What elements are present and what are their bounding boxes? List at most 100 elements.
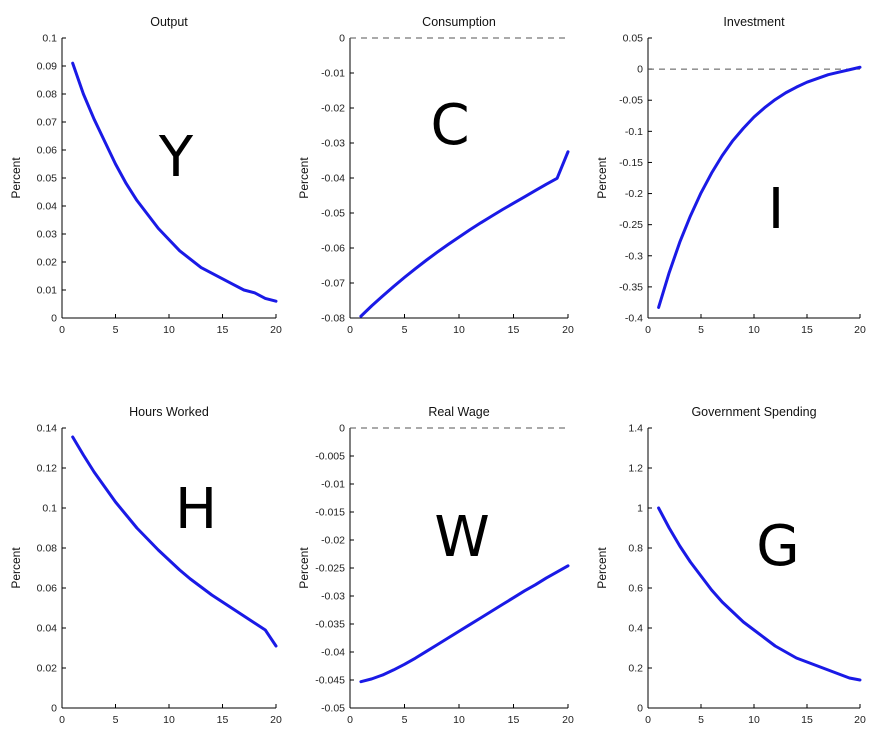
x-tick-label: 0	[59, 714, 65, 726]
variable-letter-annotation: I	[768, 177, 785, 242]
x-tick-label: 5	[402, 714, 408, 726]
y-tick-label: 0.03	[37, 229, 58, 241]
y-tick-label: -0.2	[625, 188, 643, 200]
variable-letter-annotation: H	[175, 477, 217, 542]
y-tick-label: -0.07	[321, 278, 345, 290]
y-tick-label: 0.02	[37, 257, 58, 269]
y-tick-label: 0	[51, 313, 57, 325]
x-tick-label: 15	[217, 714, 229, 726]
x-tick-label: 10	[453, 324, 465, 336]
y-tick-label: 0.04	[37, 201, 58, 213]
y-tick-label: 0.1	[42, 33, 57, 45]
x-tick-label: 5	[698, 714, 704, 726]
series-line	[71, 61, 278, 303]
chart-panel: 0 5 10 15 20 -0.05 -0.045 -0.04 -0.035 -0.03 -0.02…	[297, 405, 574, 726]
x-tick-label: 20	[854, 714, 866, 726]
y-tick-label: 0	[339, 33, 345, 45]
y-tick-label: 0.06	[37, 145, 58, 157]
y-tick-label: 0.04	[37, 623, 58, 635]
y-tick-label: -0.06	[321, 243, 345, 255]
y-tick-label: 0	[339, 423, 345, 435]
y-tick-label: -0.3	[625, 250, 643, 262]
x-tick-label: 15	[508, 714, 520, 726]
chart-title: Hours Worked	[129, 405, 209, 419]
x-tick-label: 20	[270, 714, 282, 726]
y-tick-label: -0.04	[321, 647, 345, 659]
y-tick-label: 0.2	[628, 663, 643, 675]
y-tick-label: 0.07	[37, 117, 58, 129]
y-tick-label: -0.005	[315, 451, 345, 463]
x-tick-label: 20	[562, 324, 574, 336]
y-tick-label: -0.01	[321, 68, 345, 80]
x-tick-label: 0	[645, 324, 651, 336]
y-tick-label: 0	[637, 703, 643, 715]
y-tick-label: 1	[637, 503, 643, 515]
y-axis-label: Percent	[9, 157, 23, 199]
y-tick-label: -0.03	[321, 138, 345, 150]
x-tick-label: 15	[801, 324, 813, 336]
y-tick-label: -0.05	[619, 95, 643, 107]
x-tick-label: 10	[163, 324, 175, 336]
series-line	[657, 506, 862, 682]
variable-letter-annotation: Y	[158, 125, 194, 190]
y-axis-label: Percent	[595, 157, 609, 199]
y-tick-label: -0.02	[321, 535, 345, 547]
y-tick-label: 1.2	[628, 463, 643, 475]
chart-panel: 0 5 10 15 20 0 0.02 0.04 0.06 0.08 0.1 0.12 0.14 Hour…	[9, 405, 282, 726]
y-tick-label: -0.35	[619, 281, 643, 293]
y-tick-label: -0.15	[619, 157, 643, 169]
y-tick-label: -0.025	[315, 563, 345, 575]
x-tick-label: 5	[113, 324, 119, 336]
x-tick-label: 5	[113, 714, 119, 726]
y-tick-label: 0.02	[37, 663, 58, 675]
y-tick-label: -0.02	[321, 103, 345, 115]
series-line	[657, 65, 862, 309]
chart-panel: 0 5 10 15 20 -0.4 -0.35 -0.3 -0.25 -0.2 -0.15 -0.1 -…	[595, 15, 866, 336]
variable-letter-annotation: W	[434, 505, 489, 570]
x-tick-label: 20	[854, 324, 866, 336]
y-tick-label: 0.08	[37, 543, 58, 555]
y-tick-label: -0.015	[315, 507, 345, 519]
chart-panel: 0 5 10 15 20 0 0.01 0.02 0.03 0.04 0.05 0.06 0.07 0.0…	[9, 15, 282, 336]
x-tick-label: 5	[698, 324, 704, 336]
y-tick-label: 0.05	[37, 173, 58, 185]
chart-panel: 0 5 10 15 20 0 0.2 0.4 0.6 0.8 1 1.2 1.4 Government S…	[595, 405, 866, 726]
y-tick-label: 0.1	[42, 503, 57, 515]
y-tick-label: -0.05	[321, 703, 345, 715]
y-tick-label: 1.4	[628, 423, 643, 435]
x-tick-label: 10	[748, 324, 760, 336]
x-tick-label: 10	[453, 714, 465, 726]
y-tick-label: 0	[637, 64, 643, 76]
y-axis-label: Percent	[9, 547, 23, 589]
y-tick-label: 0.05	[623, 33, 644, 45]
x-tick-label: 0	[59, 324, 65, 336]
y-tick-label: 0.12	[37, 463, 58, 475]
y-tick-label: 0.8	[628, 543, 643, 555]
y-tick-label: 0.08	[37, 89, 58, 101]
y-tick-label: 0.06	[37, 583, 58, 595]
y-tick-label: -0.1	[625, 126, 643, 138]
y-axis-label: Percent	[297, 547, 311, 589]
y-tick-label: 0	[51, 703, 57, 715]
y-tick-label: 0.01	[37, 285, 58, 297]
x-tick-label: 20	[270, 324, 282, 336]
variable-letter-annotation: C	[430, 93, 469, 158]
x-tick-label: 15	[801, 714, 813, 726]
y-tick-label: 0.4	[628, 623, 643, 635]
x-tick-label: 10	[748, 714, 760, 726]
y-tick-label: -0.08	[321, 313, 345, 325]
variable-letter-annotation: G	[756, 514, 799, 579]
y-tick-label: -0.035	[315, 619, 345, 631]
chart-title: Output	[150, 15, 188, 29]
y-axis-label: Percent	[595, 547, 609, 589]
y-tick-label: 0.09	[37, 61, 58, 73]
x-tick-label: 0	[347, 324, 353, 336]
y-tick-label: -0.25	[619, 219, 643, 231]
x-tick-label: 0	[347, 714, 353, 726]
x-tick-label: 0	[645, 714, 651, 726]
y-tick-label: 0.14	[37, 423, 58, 435]
chart-panel: 0 5 10 15 20 -0.08 -0.07 -0.06 -0.05 -0.04 -0.03 -0…	[297, 15, 574, 336]
y-tick-label: -0.03	[321, 591, 345, 603]
y-tick-label: -0.045	[315, 675, 345, 687]
x-tick-label: 10	[163, 714, 175, 726]
